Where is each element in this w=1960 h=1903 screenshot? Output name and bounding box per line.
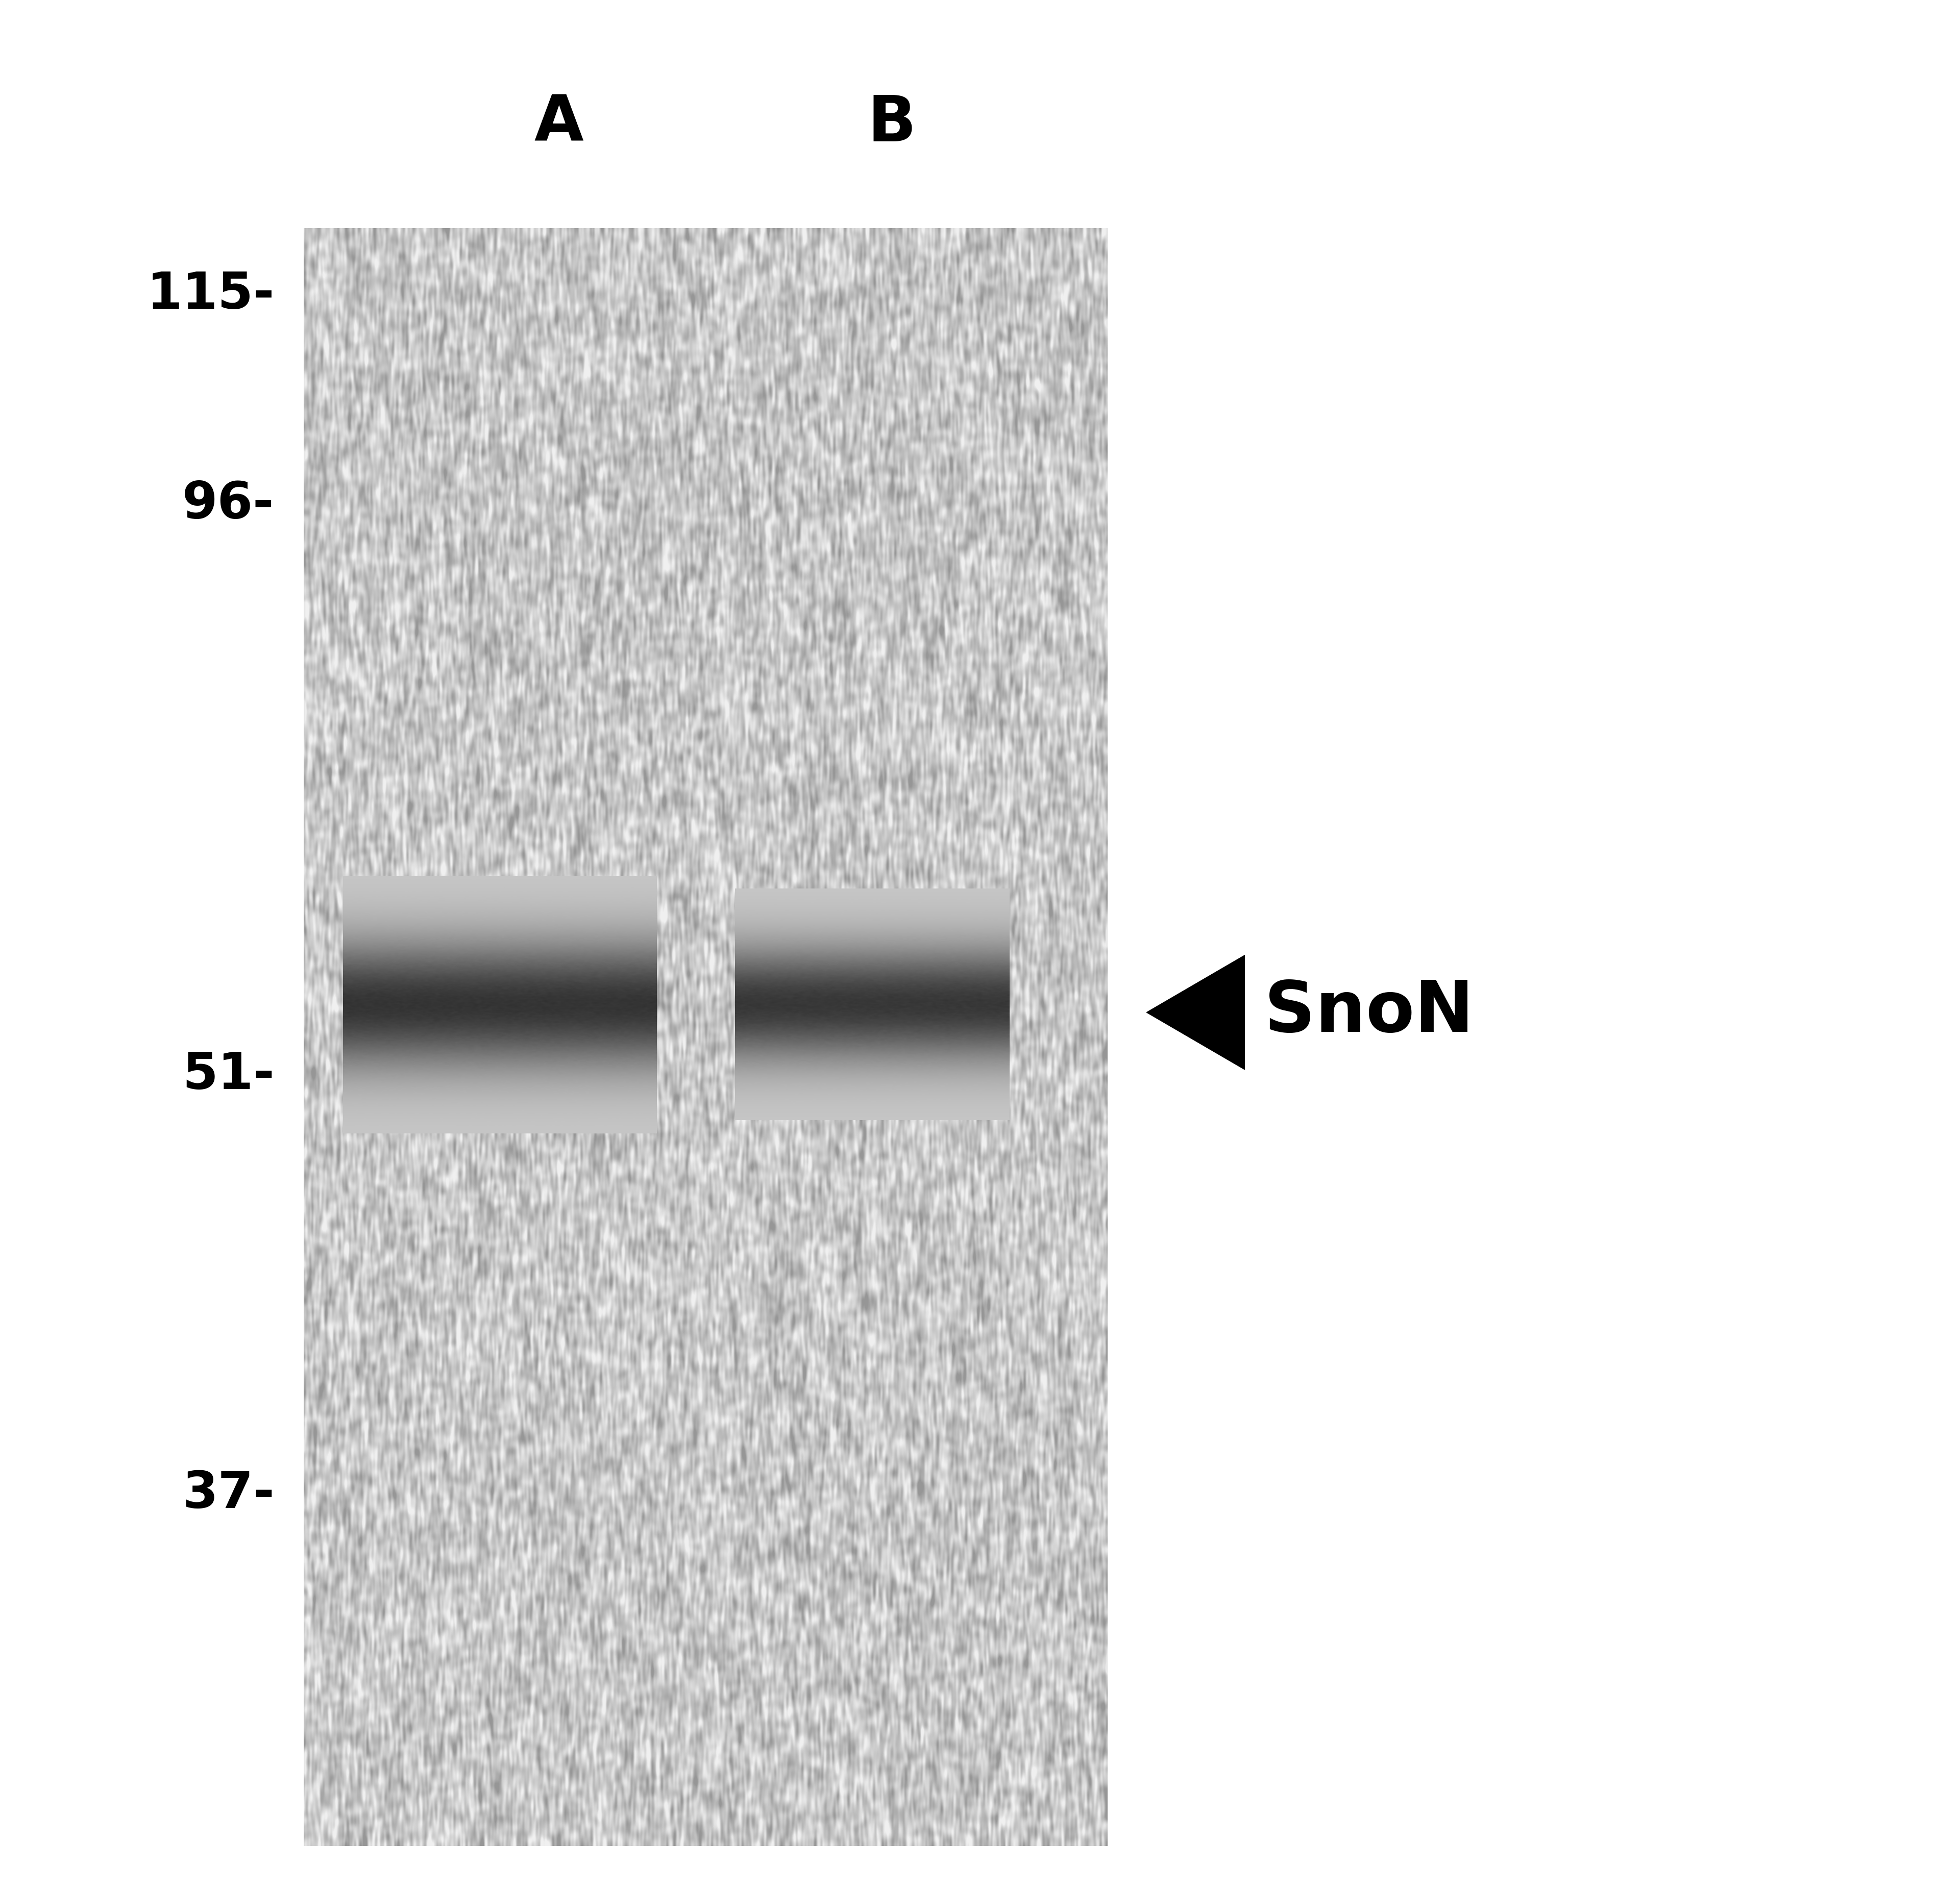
Text: B: B <box>868 93 915 154</box>
Text: 37-: 37- <box>182 1469 274 1519</box>
Text: 115-: 115- <box>147 270 274 320</box>
Text: SnoN: SnoN <box>1264 978 1474 1047</box>
Text: 96-: 96- <box>182 480 274 529</box>
Text: A: A <box>533 93 584 154</box>
Polygon shape <box>1147 955 1245 1069</box>
Text: 51-: 51- <box>182 1050 274 1100</box>
